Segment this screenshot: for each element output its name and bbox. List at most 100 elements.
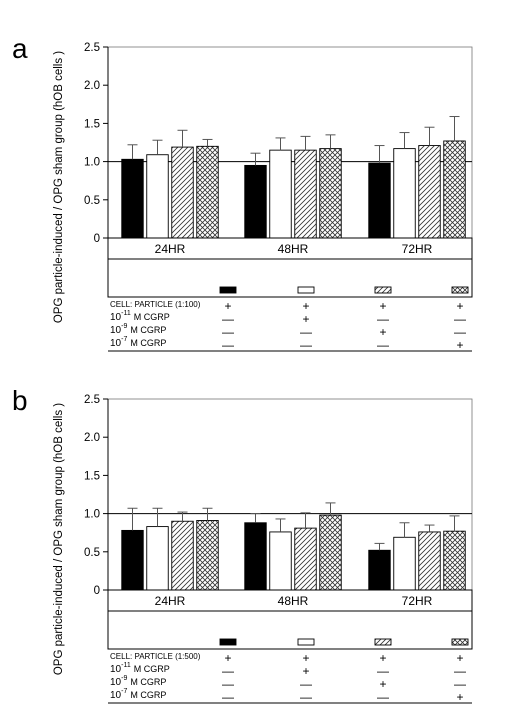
minus-mark: — [300, 677, 312, 691]
minus-mark: — [222, 325, 234, 339]
bar [270, 150, 292, 238]
minus-mark: — [222, 664, 234, 678]
legend-row-base: 10 [110, 312, 122, 323]
legend-row-exponent: -9 [121, 675, 127, 682]
bar [197, 146, 219, 238]
plus-mark: + [379, 325, 386, 339]
minus-mark: — [222, 312, 234, 326]
y-tick-label: 1.0 [84, 509, 100, 521]
plus-mark: + [302, 651, 309, 665]
x-tick-label: 48HR [278, 242, 309, 256]
bar [320, 149, 342, 238]
minus-mark: — [300, 325, 312, 339]
plus-mark: + [379, 299, 386, 313]
legend-swatch [298, 287, 314, 293]
bar [295, 528, 317, 590]
legend-row-agent: M CGRP [130, 690, 166, 700]
bar [394, 149, 416, 238]
bar [147, 155, 169, 238]
legend-row-base: 10 [110, 664, 122, 675]
legend-row-text: CELL: PARTICLE [110, 652, 175, 661]
x-tick-label: 24HR [155, 242, 186, 256]
legend-row-label: 10-11 M CGRP [110, 662, 170, 675]
legend-row-label: 10-7 M CGRP [110, 336, 166, 349]
legend-swatch-box [108, 611, 472, 649]
plus-mark: + [302, 312, 309, 326]
bar [122, 159, 144, 238]
plus-mark: + [379, 651, 386, 665]
panel-b: b OPG particle-induced / OPG sham group (… [12, 385, 472, 704]
y-tick-label: 0.5 [84, 195, 100, 207]
plus-mark: + [302, 299, 309, 313]
legend-row-label: 10-9 M CGRP [110, 675, 166, 688]
plus-mark: + [224, 651, 231, 665]
legend-swatch-box [108, 259, 472, 297]
bar [369, 550, 391, 590]
bar [172, 521, 194, 590]
legend-row-agent: M CGRP [130, 338, 166, 348]
plus-mark: + [224, 299, 231, 313]
minus-mark: — [300, 690, 312, 704]
y-tick-label: 2.0 [84, 80, 100, 92]
bar [245, 523, 267, 590]
legend-swatch [298, 639, 314, 645]
bar [369, 163, 391, 238]
bar [270, 532, 292, 590]
plus-mark: + [302, 664, 309, 678]
bar [147, 527, 169, 590]
legend-row-exponent: -11 [121, 662, 131, 669]
y-tick-label: 0 [94, 585, 100, 597]
legend-row-exponent: -7 [121, 688, 127, 695]
bar [122, 530, 144, 590]
minus-mark: — [454, 664, 466, 678]
minus-mark: — [222, 338, 234, 352]
particle-ratio: (1:500) [175, 652, 201, 661]
legend-row-agent: M CGRP [134, 312, 170, 322]
y-tick-label: 1.5 [84, 470, 100, 482]
bar [245, 165, 267, 238]
legend-row-base: 10 [110, 325, 122, 336]
legend-row-label: 10-11 M CGRP [110, 310, 170, 323]
legend-row-label: 10-9 M CGRP [110, 323, 166, 336]
legend-row-label: 10-7 M CGRP [110, 688, 166, 701]
legend-row-agent: M CGRP [134, 664, 170, 674]
bar [320, 515, 342, 590]
bar [172, 147, 194, 238]
bar [444, 531, 466, 590]
minus-mark: — [454, 677, 466, 691]
legend-row-exponent: -11 [121, 310, 131, 317]
y-tick-label: 2.0 [84, 432, 100, 444]
plus-mark: + [456, 338, 463, 352]
panel-label: a [12, 33, 28, 64]
legend-row-exponent: -7 [121, 336, 127, 343]
plus-mark: + [456, 651, 463, 665]
plus-mark: + [456, 690, 463, 704]
legend-swatch [375, 287, 391, 293]
bar [197, 520, 219, 590]
plus-mark: + [456, 299, 463, 313]
x-tick-label: 24HR [155, 594, 186, 608]
y-axis-label: OPG particle-induced / OPG sham group (h… [53, 51, 65, 323]
bar [394, 537, 416, 590]
minus-mark: — [454, 312, 466, 326]
legend-row-base: 10 [110, 338, 122, 349]
minus-mark: — [377, 664, 389, 678]
particle-ratio: (1:100) [175, 300, 201, 309]
y-tick-label: 1.5 [84, 118, 100, 130]
legend-row-base: 10 [110, 690, 122, 701]
panel-a: a OPG particle-induced / OPG sham group (… [12, 33, 472, 352]
bar [295, 150, 317, 238]
plus-mark: + [379, 677, 386, 691]
minus-mark: — [222, 677, 234, 691]
bar [444, 141, 466, 238]
legend-row-agent: M CGRP [130, 677, 166, 687]
x-tick-label: 72HR [402, 594, 433, 608]
legend-row-agent: M CGRP [130, 325, 166, 335]
legend-row-exponent: -9 [121, 323, 127, 330]
bar [419, 146, 441, 238]
legend-swatch [375, 639, 391, 645]
legend-row-label: CELL: PARTICLE (1:500) [110, 652, 201, 661]
y-tick-label: 2.5 [84, 394, 100, 406]
minus-mark: — [222, 690, 234, 704]
